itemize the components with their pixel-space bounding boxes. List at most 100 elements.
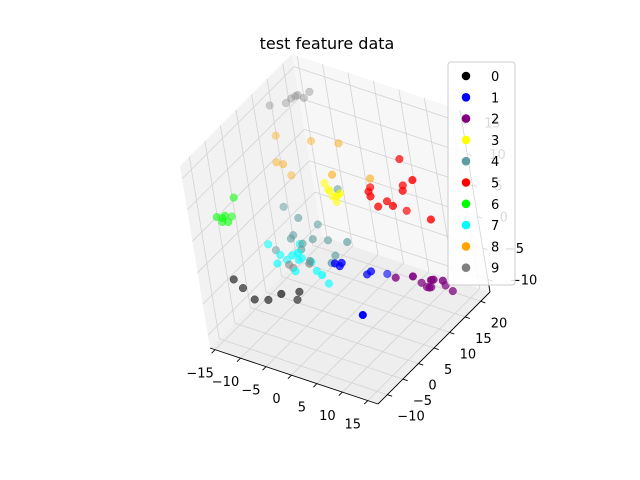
data-point-class-1 bbox=[337, 258, 346, 267]
data-point-class-0 bbox=[238, 284, 248, 293]
data-point-class-3 bbox=[332, 197, 341, 207]
data-point-class-5 bbox=[426, 215, 435, 224]
legend-marker-7 bbox=[461, 220, 471, 230]
x-tick-label: 5 bbox=[298, 401, 306, 416]
data-point-class-5 bbox=[402, 206, 411, 215]
data-points bbox=[212, 87, 457, 320]
data-point-class-4 bbox=[306, 256, 315, 266]
data-point-class-7 bbox=[276, 250, 285, 259]
data-point-class-7 bbox=[293, 248, 302, 257]
data-point-class-8 bbox=[287, 171, 296, 180]
x-tick-label: 15 bbox=[345, 418, 362, 433]
data-point-class-0 bbox=[277, 289, 286, 298]
legend-marker-0 bbox=[461, 71, 471, 81]
y-tick-mark bbox=[433, 347, 439, 351]
x-axis-line bbox=[209, 347, 379, 405]
data-point-class-8 bbox=[334, 139, 343, 148]
legend-marker-3 bbox=[461, 135, 471, 145]
data-point-class-6 bbox=[224, 218, 233, 227]
data-point-class-7 bbox=[291, 267, 300, 276]
data-point-class-5 bbox=[388, 201, 398, 210]
legend-label-9: 9 bbox=[491, 262, 499, 277]
x-tick-mark bbox=[363, 400, 369, 405]
grid-line-y-wall bbox=[204, 141, 236, 324]
grid-line-y-wall bbox=[188, 156, 220, 339]
data-point-class-7 bbox=[318, 271, 327, 280]
legend-label-6: 6 bbox=[491, 198, 499, 213]
y-tick-label: −10 bbox=[397, 410, 424, 425]
grid-line-z-wall bbox=[186, 97, 300, 211]
data-point-class-9 bbox=[285, 260, 294, 269]
grid-line-y-floor bbox=[250, 307, 419, 364]
data-point-class-9 bbox=[291, 92, 300, 101]
data-point-class-4 bbox=[323, 236, 333, 245]
data-point-class-8 bbox=[271, 131, 280, 140]
data-point-class-8 bbox=[272, 158, 281, 167]
data-point-class-2 bbox=[448, 287, 457, 296]
data-point-class-5 bbox=[398, 186, 407, 195]
data-point-class-1 bbox=[366, 267, 376, 276]
grid-line-y-floor bbox=[234, 322, 404, 380]
grid-line-y-floor bbox=[296, 260, 466, 318]
data-point-class-1 bbox=[358, 310, 367, 320]
legend-label-0: 0 bbox=[491, 70, 499, 85]
y-tick-label: −5 bbox=[413, 394, 432, 409]
x-tick-label: −5 bbox=[241, 384, 260, 399]
y-tick-label: 15 bbox=[475, 332, 492, 347]
data-point-class-6 bbox=[218, 214, 227, 223]
data-point-class-3 bbox=[323, 185, 333, 194]
legend-label-7: 7 bbox=[491, 219, 499, 234]
legend-marker-9 bbox=[461, 263, 471, 273]
data-point-class-2 bbox=[391, 273, 400, 282]
legend-label-8: 8 bbox=[491, 240, 499, 255]
grid-line-x-back bbox=[296, 55, 328, 238]
data-point-class-6 bbox=[229, 193, 238, 202]
data-point-class-2 bbox=[438, 276, 447, 285]
data-point-class-9 bbox=[287, 94, 296, 103]
legend-label-4: 4 bbox=[491, 155, 499, 170]
data-point-class-0 bbox=[264, 295, 273, 304]
data-point-class-4 bbox=[286, 234, 295, 243]
data-point-class-5 bbox=[366, 192, 375, 201]
data-point-class-5 bbox=[395, 155, 404, 164]
y-tick-label: 20 bbox=[491, 316, 508, 331]
grid-line-z-wall bbox=[197, 160, 310, 273]
data-point-class-4 bbox=[331, 251, 340, 260]
legend-marker-4 bbox=[461, 156, 471, 166]
data-point-class-0 bbox=[293, 295, 302, 304]
data-point-class-3 bbox=[335, 189, 345, 198]
grid-line-x-back bbox=[347, 72, 379, 255]
grid-line-z-back bbox=[304, 128, 473, 186]
legend-marker-1 bbox=[461, 93, 471, 102]
data-point-class-7 bbox=[324, 279, 333, 288]
x-tick-label: −15 bbox=[186, 367, 213, 382]
grid-line-z-wall bbox=[202, 191, 316, 305]
data-point-class-5 bbox=[382, 197, 392, 206]
y-tick-mark bbox=[464, 316, 471, 319]
data-point-class-4 bbox=[343, 237, 352, 247]
data-point-class-9 bbox=[305, 87, 314, 96]
grid-line-y-floor bbox=[219, 338, 388, 396]
grid-line-y-wall bbox=[235, 109, 267, 293]
y-tick-mark bbox=[387, 394, 393, 397]
data-point-class-8 bbox=[328, 170, 337, 179]
data-point-class-9 bbox=[281, 99, 290, 108]
x-tick-mark bbox=[287, 374, 292, 380]
data-point-class-3 bbox=[320, 179, 329, 188]
grid-line-z-back bbox=[293, 66, 463, 123]
x-tick-label: −10 bbox=[212, 375, 239, 390]
y-tick-label: 10 bbox=[460, 347, 477, 362]
grid-line-y-floor bbox=[281, 276, 450, 333]
data-point-class-0 bbox=[295, 287, 304, 296]
x-tick-label: 10 bbox=[319, 409, 336, 424]
data-point-class-8 bbox=[306, 136, 316, 146]
x-tick-mark bbox=[338, 391, 343, 397]
legend-label-2: 2 bbox=[491, 113, 499, 128]
legend-marker-2 bbox=[461, 114, 471, 123]
data-point-class-1 bbox=[383, 269, 392, 278]
grid-line-y-wall bbox=[266, 78, 298, 261]
legend-marker-5 bbox=[461, 178, 471, 187]
y-tick-mark bbox=[449, 331, 455, 335]
legend-label-5: 5 bbox=[491, 177, 499, 192]
legend-label-1: 1 bbox=[491, 91, 499, 106]
